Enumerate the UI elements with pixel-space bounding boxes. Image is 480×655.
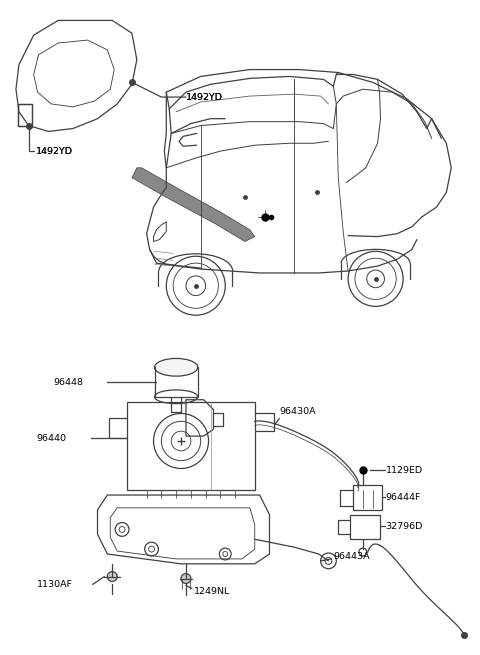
Text: 96430A: 96430A — [279, 407, 316, 416]
Text: 1492YD: 1492YD — [36, 147, 72, 156]
Text: 1492YD: 1492YD — [36, 147, 72, 156]
Text: 96444F: 96444F — [385, 493, 421, 502]
Text: 1492YD: 1492YD — [186, 92, 223, 102]
Text: 1130AF: 1130AF — [36, 580, 72, 589]
Circle shape — [108, 572, 117, 582]
Text: 1129ED: 1129ED — [385, 466, 422, 475]
Text: 96440: 96440 — [36, 434, 67, 443]
Circle shape — [181, 574, 191, 584]
Ellipse shape — [155, 358, 198, 376]
Text: 1492YD: 1492YD — [186, 92, 223, 102]
Text: 96443A: 96443A — [333, 552, 370, 561]
Text: 32796D: 32796D — [385, 522, 423, 531]
Text: 1249NL: 1249NL — [194, 587, 230, 596]
Text: 96448: 96448 — [53, 377, 84, 386]
Polygon shape — [132, 168, 255, 242]
